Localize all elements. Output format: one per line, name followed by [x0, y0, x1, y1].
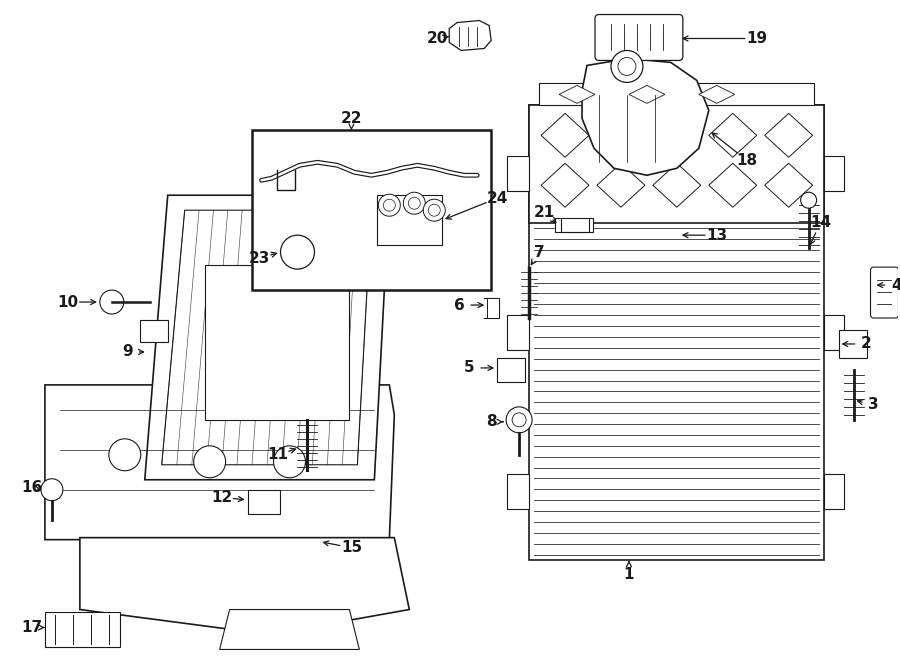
Polygon shape — [449, 20, 491, 50]
Bar — [248, 490, 280, 514]
Text: 12: 12 — [211, 490, 232, 505]
Text: 11: 11 — [267, 447, 288, 462]
Text: 5: 5 — [464, 360, 474, 375]
Polygon shape — [709, 114, 757, 157]
Circle shape — [281, 235, 314, 269]
Circle shape — [100, 290, 124, 314]
Text: 21: 21 — [534, 205, 554, 219]
Circle shape — [383, 199, 395, 212]
Polygon shape — [709, 163, 757, 207]
Text: 18: 18 — [736, 153, 757, 168]
Text: 16: 16 — [22, 481, 42, 495]
Circle shape — [409, 197, 420, 209]
Text: 13: 13 — [706, 227, 727, 243]
Polygon shape — [698, 85, 734, 103]
Bar — [252, 130, 491, 290]
Circle shape — [274, 446, 305, 478]
Polygon shape — [652, 163, 701, 207]
Circle shape — [428, 204, 440, 216]
Text: 4: 4 — [891, 278, 900, 293]
Bar — [824, 155, 843, 192]
Circle shape — [109, 439, 140, 471]
Circle shape — [611, 50, 643, 83]
Text: 2: 2 — [861, 336, 872, 352]
Text: 3: 3 — [868, 397, 878, 412]
Circle shape — [801, 192, 816, 208]
Text: 17: 17 — [22, 620, 42, 635]
Text: 9: 9 — [122, 344, 133, 360]
Bar — [824, 315, 843, 350]
Polygon shape — [220, 609, 359, 650]
FancyBboxPatch shape — [595, 15, 683, 60]
Polygon shape — [765, 163, 813, 207]
Bar — [377, 195, 442, 245]
Bar — [204, 265, 349, 420]
Polygon shape — [597, 163, 645, 207]
Bar — [140, 320, 167, 342]
Circle shape — [506, 407, 532, 433]
Bar — [529, 105, 824, 560]
Text: 23: 23 — [249, 251, 270, 266]
Bar — [839, 330, 867, 358]
Polygon shape — [597, 114, 645, 157]
Polygon shape — [582, 58, 709, 175]
Text: 22: 22 — [341, 111, 362, 126]
Circle shape — [40, 479, 63, 501]
Bar — [507, 155, 529, 192]
Text: 20: 20 — [427, 31, 448, 46]
Polygon shape — [629, 85, 665, 103]
Text: 19: 19 — [746, 31, 768, 46]
Circle shape — [423, 199, 446, 221]
Bar — [539, 83, 814, 105]
Polygon shape — [145, 195, 390, 480]
Bar — [529, 105, 824, 223]
Bar — [507, 315, 529, 350]
Circle shape — [194, 446, 226, 478]
Bar — [497, 358, 525, 382]
Circle shape — [618, 58, 636, 75]
Text: 7: 7 — [534, 245, 544, 260]
Polygon shape — [652, 114, 701, 157]
Polygon shape — [559, 85, 595, 103]
Text: 10: 10 — [58, 295, 78, 309]
Polygon shape — [765, 114, 813, 157]
Text: 6: 6 — [454, 297, 464, 313]
Text: 14: 14 — [810, 215, 832, 229]
Polygon shape — [45, 385, 394, 539]
Text: 8: 8 — [486, 414, 497, 430]
Circle shape — [403, 192, 426, 214]
Text: 1: 1 — [624, 567, 634, 582]
Circle shape — [378, 194, 400, 216]
Polygon shape — [541, 114, 589, 157]
Text: 24: 24 — [487, 191, 508, 206]
Polygon shape — [541, 163, 589, 207]
Bar — [507, 473, 529, 510]
Bar — [824, 473, 843, 510]
Bar — [487, 298, 500, 318]
Polygon shape — [45, 611, 120, 648]
Text: 15: 15 — [341, 540, 362, 555]
Circle shape — [512, 413, 526, 427]
FancyBboxPatch shape — [870, 267, 898, 318]
Polygon shape — [80, 537, 410, 635]
Bar — [555, 218, 593, 232]
